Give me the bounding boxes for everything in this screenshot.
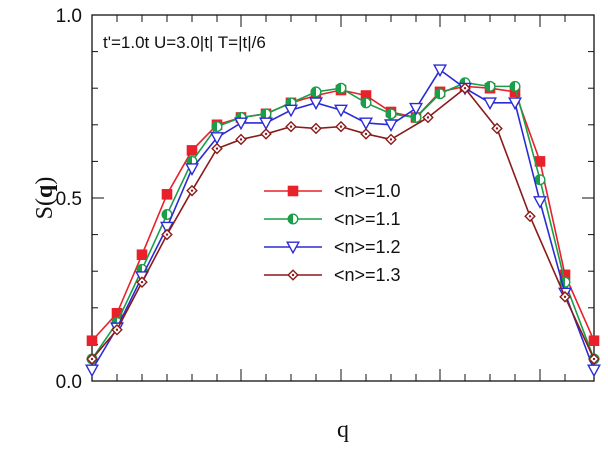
legend-item: <n>=1.0	[264, 181, 401, 201]
data-point	[335, 120, 347, 133]
data-point	[385, 108, 397, 120]
data-point	[185, 163, 199, 176]
data-point	[136, 249, 148, 261]
data-point	[359, 117, 373, 131]
data-point	[559, 291, 571, 303]
data-point	[588, 335, 600, 347]
data-point	[409, 102, 423, 116]
y-axis-label-bold: q	[32, 184, 58, 198]
legend-label: <n>=1.0	[334, 181, 401, 201]
data-point	[85, 364, 99, 378]
y-tick-label: 0.0	[56, 372, 82, 393]
data-point	[235, 133, 247, 146]
data-point	[422, 111, 434, 124]
data-point	[334, 104, 348, 118]
data-point	[86, 335, 98, 347]
data-point	[285, 120, 297, 133]
data-point	[210, 132, 224, 145]
legend-item: <n>=1.2	[264, 237, 401, 257]
data-point	[111, 323, 123, 336]
chart-annotation: t'=1.0t U=3.0|t| T=|t|/6	[103, 33, 266, 52]
data-point	[160, 221, 174, 235]
legend-item: <n>=1.1	[264, 209, 401, 229]
data-point	[260, 108, 272, 120]
data-point	[284, 104, 298, 118]
data-point	[533, 196, 547, 209]
data-point	[310, 122, 322, 135]
data-point	[335, 82, 347, 94]
legend-item: <n>=1.3	[264, 265, 401, 285]
data-point	[186, 145, 198, 156]
legend-label: <n>=1.1	[334, 209, 401, 229]
data-point	[360, 97, 372, 109]
y-tick-label: 0.5	[56, 189, 82, 210]
data-point	[491, 122, 503, 135]
series-group	[85, 64, 601, 378]
data-point	[509, 80, 521, 92]
data-point	[234, 117, 248, 131]
data-point	[385, 133, 397, 146]
x-axis-label: q	[337, 417, 349, 443]
data-point	[211, 121, 223, 133]
data-point	[483, 97, 497, 111]
y-tick-label: 1.0	[56, 6, 82, 27]
legend-label: <n>=1.2	[334, 237, 401, 257]
data-point	[287, 213, 299, 225]
data-point	[161, 189, 173, 200]
data-point	[310, 86, 322, 98]
data-point	[260, 128, 272, 140]
data-point	[259, 117, 273, 131]
data-point	[360, 128, 372, 140]
data-point	[524, 210, 536, 223]
y-tick-labels: 0.0 0.5 1.0	[56, 6, 82, 393]
data-point	[286, 241, 300, 255]
data-point	[433, 64, 447, 78]
data-point	[136, 276, 148, 288]
data-point	[161, 228, 173, 241]
data-point	[384, 119, 398, 133]
y-axis-label-start: S(	[32, 198, 58, 219]
data-point	[534, 174, 546, 186]
data-point	[588, 353, 600, 365]
axis-ticks	[92, 14, 594, 382]
data-point	[434, 88, 446, 100]
data-point	[287, 269, 299, 281]
series-group	[86, 77, 600, 365]
data-point	[484, 80, 496, 92]
data-point	[186, 184, 198, 197]
series-layer	[85, 64, 601, 378]
series-group	[86, 82, 600, 365]
data-point	[287, 185, 299, 197]
data-point	[459, 82, 471, 94]
data-point	[309, 97, 323, 111]
y-axis-label: S(q)	[32, 177, 58, 220]
legend-label: <n>=1.3	[334, 265, 401, 285]
data-point	[211, 142, 223, 155]
y-axis-label-end: )	[32, 177, 58, 185]
legend: <n>=1.0 <n>=1.1 <n>=1.2 <n>=1.3	[264, 181, 401, 285]
data-point	[86, 353, 98, 365]
data-point	[587, 364, 601, 378]
data-point	[508, 97, 522, 111]
